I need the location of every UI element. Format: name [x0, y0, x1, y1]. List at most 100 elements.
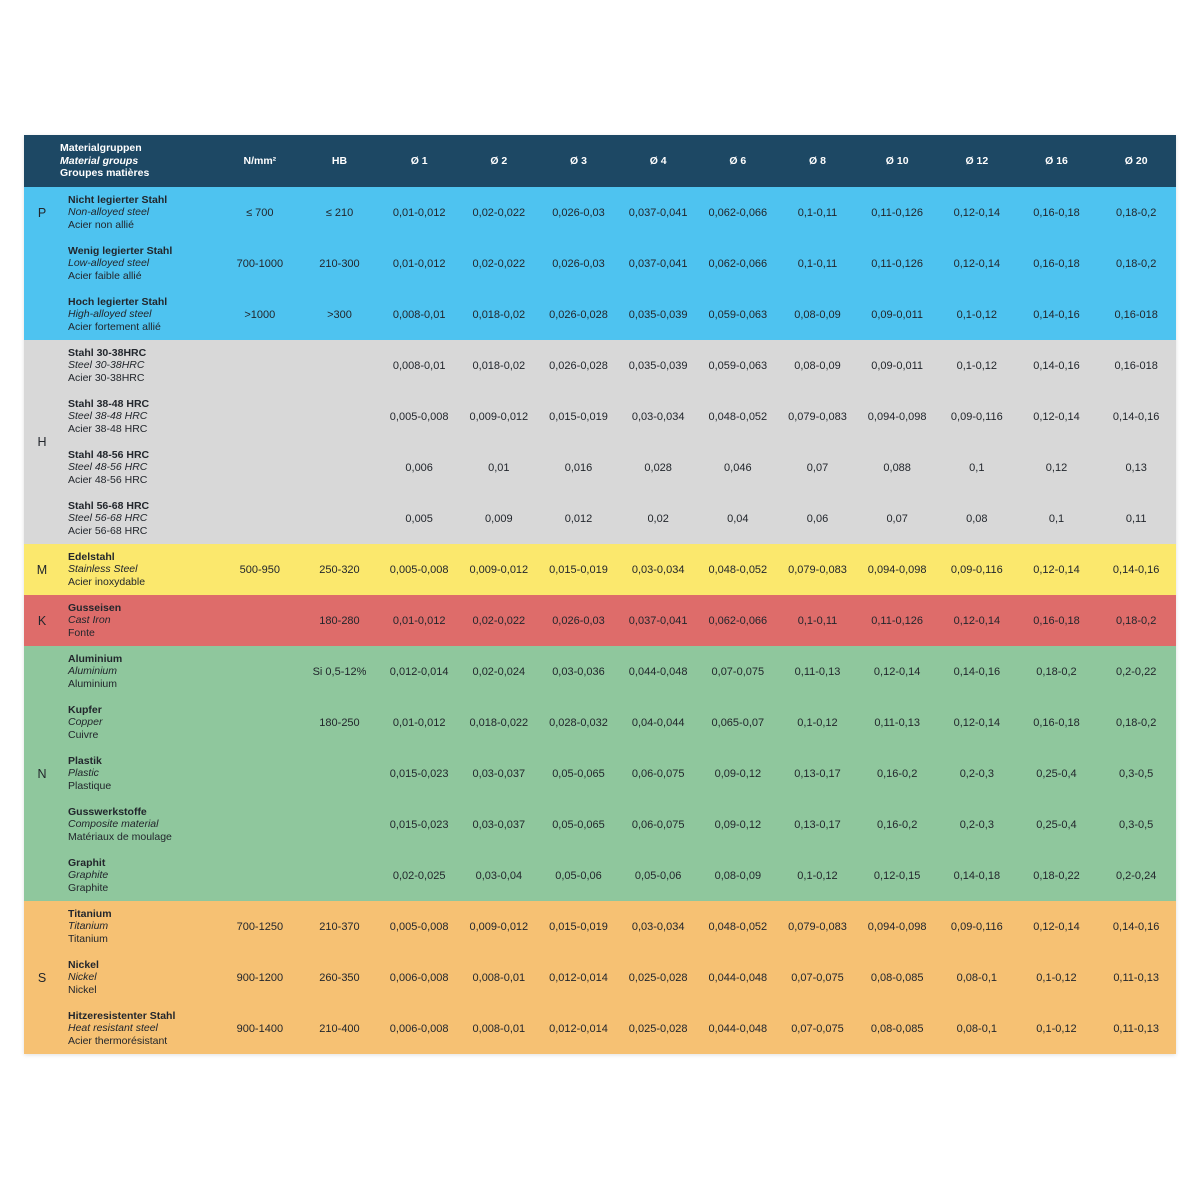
table-body: P Nicht legierter Stahl Non-alloyed steel A… [24, 187, 1176, 1054]
material-name-line: Acier inoxydable [68, 575, 146, 588]
value-cell: 0,11-0,13 [794, 665, 841, 678]
value-cell: 0,079-0,083 [788, 410, 847, 423]
value-cell: 700-1000 [236, 257, 284, 270]
material-name: Stahl 38-48 HRC Steel 38-48 HRC Acier 38-4… [60, 398, 220, 435]
value-cell: 0,048-0,052 [708, 563, 768, 576]
value-cell: 900-1200 [236, 971, 284, 984]
material-header-fr: Groupes matières [60, 167, 150, 180]
material-name: Edelstahl Stainless Steel Acier inoxydable [60, 551, 220, 588]
value-cell: 0,1-0,12 [956, 308, 997, 321]
value-cell: 0,09-0,116 [950, 410, 1003, 423]
section-letter: N [37, 766, 47, 781]
value-cell: 0,14-0,16 [1033, 308, 1080, 321]
value-cell: 0,25-0,4 [1036, 767, 1077, 780]
value-cell: 0,01-0,012 [392, 206, 446, 219]
material-name-line: Wenig legierter Stahl [68, 244, 173, 257]
value-cell: 0,03-0,034 [631, 563, 685, 576]
value-cell: 0,035-0,039 [628, 359, 688, 372]
value-cell: 0,16-0,18 [1033, 716, 1080, 729]
value-cell: 0,009-0,012 [469, 920, 529, 933]
value-cell: 0,12-0,14 [1033, 410, 1080, 423]
value-cell: 0,016 [564, 461, 593, 474]
value-cell: 0,05-0,065 [552, 767, 605, 780]
section-letter: H [37, 435, 47, 449]
material-name: Plastik Plastic Plastique [60, 755, 220, 792]
value-cell: 0,18-0,2 [1115, 257, 1157, 270]
value-cell: 0,09-0,011 [871, 359, 924, 372]
section-S: S Titanium Titanium Titanium 700-1250 210-370… [24, 901, 1176, 1054]
material-name-line: Kupfer [68, 703, 102, 716]
section-K: K Gusseisen Cast Iron Fonte 180-280 0,01-0,01… [24, 595, 1176, 646]
section-rows: Gusseisen Cast Iron Fonte 180-280 0,01-0,012… [60, 595, 1176, 646]
value-cell: 0,008-0,01 [392, 308, 446, 321]
column-header: Ø 4 [649, 155, 667, 167]
material-header-en: Material groups [60, 154, 139, 167]
value-cell: 0,079-0,083 [788, 920, 847, 933]
value-cell: 0,02-0,022 [472, 257, 526, 270]
section-letter: K [37, 613, 47, 628]
value-cell: 0,079-0,083 [788, 563, 847, 576]
value-cell: 0,12 [1045, 461, 1068, 474]
value-cell: 0,07-0,075 [791, 971, 844, 984]
value-cell: 0,14-0,18 [953, 869, 1001, 882]
material-name: Wenig legierter Stahl Low-alloyed steel Ac… [60, 245, 220, 282]
value-cell: 0,1-0,12 [956, 359, 997, 372]
value-cell: 0,009 [485, 512, 513, 525]
value-cell: 0,11-0,13 [874, 716, 920, 729]
section-rows: Nicht legierter Stahl Non-alloyed steel Ac… [60, 187, 1176, 340]
material-name-line: Nicht legierter Stahl [68, 193, 168, 206]
value-cell: 0,14-0,16 [1033, 359, 1080, 372]
value-cell: 0,2-0,24 [1115, 869, 1157, 882]
table-row: Stahl 38-48 HRC Steel 38-48 HRC Acier 38-4… [60, 391, 1176, 442]
section-rows: Aluminium Aluminium Aluminium Si 0,5-12% 0,0… [60, 646, 1176, 901]
value-cell: 0,18-0,22 [1033, 869, 1080, 882]
value-cell: 0,16-0,18 [1033, 614, 1080, 627]
material-name-line: Nickel [68, 983, 97, 996]
value-cell: 0,046 [724, 461, 752, 474]
value-cell: 180-250 [319, 716, 360, 729]
value-cell: 0,026-0,03 [552, 614, 605, 627]
value-cell: 0,088 [883, 461, 911, 474]
value-cell: 180-280 [319, 614, 360, 627]
material-name: Graphit Graphite Graphite [60, 857, 220, 894]
value-cell: 0,006-0,008 [389, 971, 449, 984]
column-header: Ø 6 [729, 155, 747, 167]
value-cell: 0,11-0,126 [871, 206, 924, 219]
value-cell: 0,16-018 [1114, 359, 1158, 372]
material-name-line: Hoch legierter Stahl [68, 295, 168, 308]
value-cell: 250-320 [319, 563, 360, 576]
value-cell: 0,02-0,022 [472, 614, 526, 627]
material-name-line: Stahl 56-68 HRC [68, 499, 150, 512]
value-cell: 0,037-0,041 [628, 206, 688, 219]
column-header: N/mm² [243, 155, 277, 167]
value-cell: 0,05-0,06 [634, 869, 682, 882]
material-name-line: Edelstahl [68, 550, 115, 563]
value-cell: 0,037-0,041 [628, 614, 688, 627]
value-cell: 0,01-0,012 [392, 614, 446, 627]
column-header-material-groups: Materialgruppen Material groups Groupes … [24, 142, 220, 180]
value-cell: 0,094-0,098 [867, 920, 927, 933]
section-rows: Edelstahl Stainless Steel Acier inoxydable… [60, 544, 1176, 595]
table-row: Kupfer Copper Cuivre 180-250 0,01-0,012 0,018… [60, 697, 1176, 748]
table-row: Titanium Titanium Titanium 700-1250 210-370 0… [60, 901, 1176, 952]
value-cell: 0,11-0,13 [1113, 971, 1159, 984]
value-cell: 0,12-0,14 [953, 206, 1001, 219]
material-name-line: Stahl 30-38HRC [68, 346, 147, 359]
value-cell: 0,015-0,023 [389, 767, 449, 780]
value-cell: 0,11-0,126 [871, 257, 924, 270]
value-cell: 0,07 [886, 512, 908, 525]
column-header: Ø 12 [965, 155, 989, 167]
value-cell: >1000 [244, 308, 276, 321]
value-cell: 0,07-0,075 [711, 665, 765, 678]
table-row: Wenig legierter Stahl Low-alloyed steel Ac… [60, 238, 1176, 289]
material-name-line: Steel 30-38HRC [68, 359, 145, 372]
value-cell: 0,14-0,16 [1112, 410, 1160, 423]
material-name: Titanium Titanium Titanium [60, 908, 220, 945]
value-cell: 0,3-0,5 [1119, 818, 1154, 831]
value-cell: 700-1250 [236, 920, 284, 933]
value-cell: 0,03-0,034 [631, 920, 685, 933]
material-name-line: Heat resistant steel [68, 1022, 158, 1035]
value-cell: 0,018-0,02 [472, 308, 526, 321]
material-name: Hoch legierter Stahl High-alloyed steel Ac… [60, 296, 220, 333]
